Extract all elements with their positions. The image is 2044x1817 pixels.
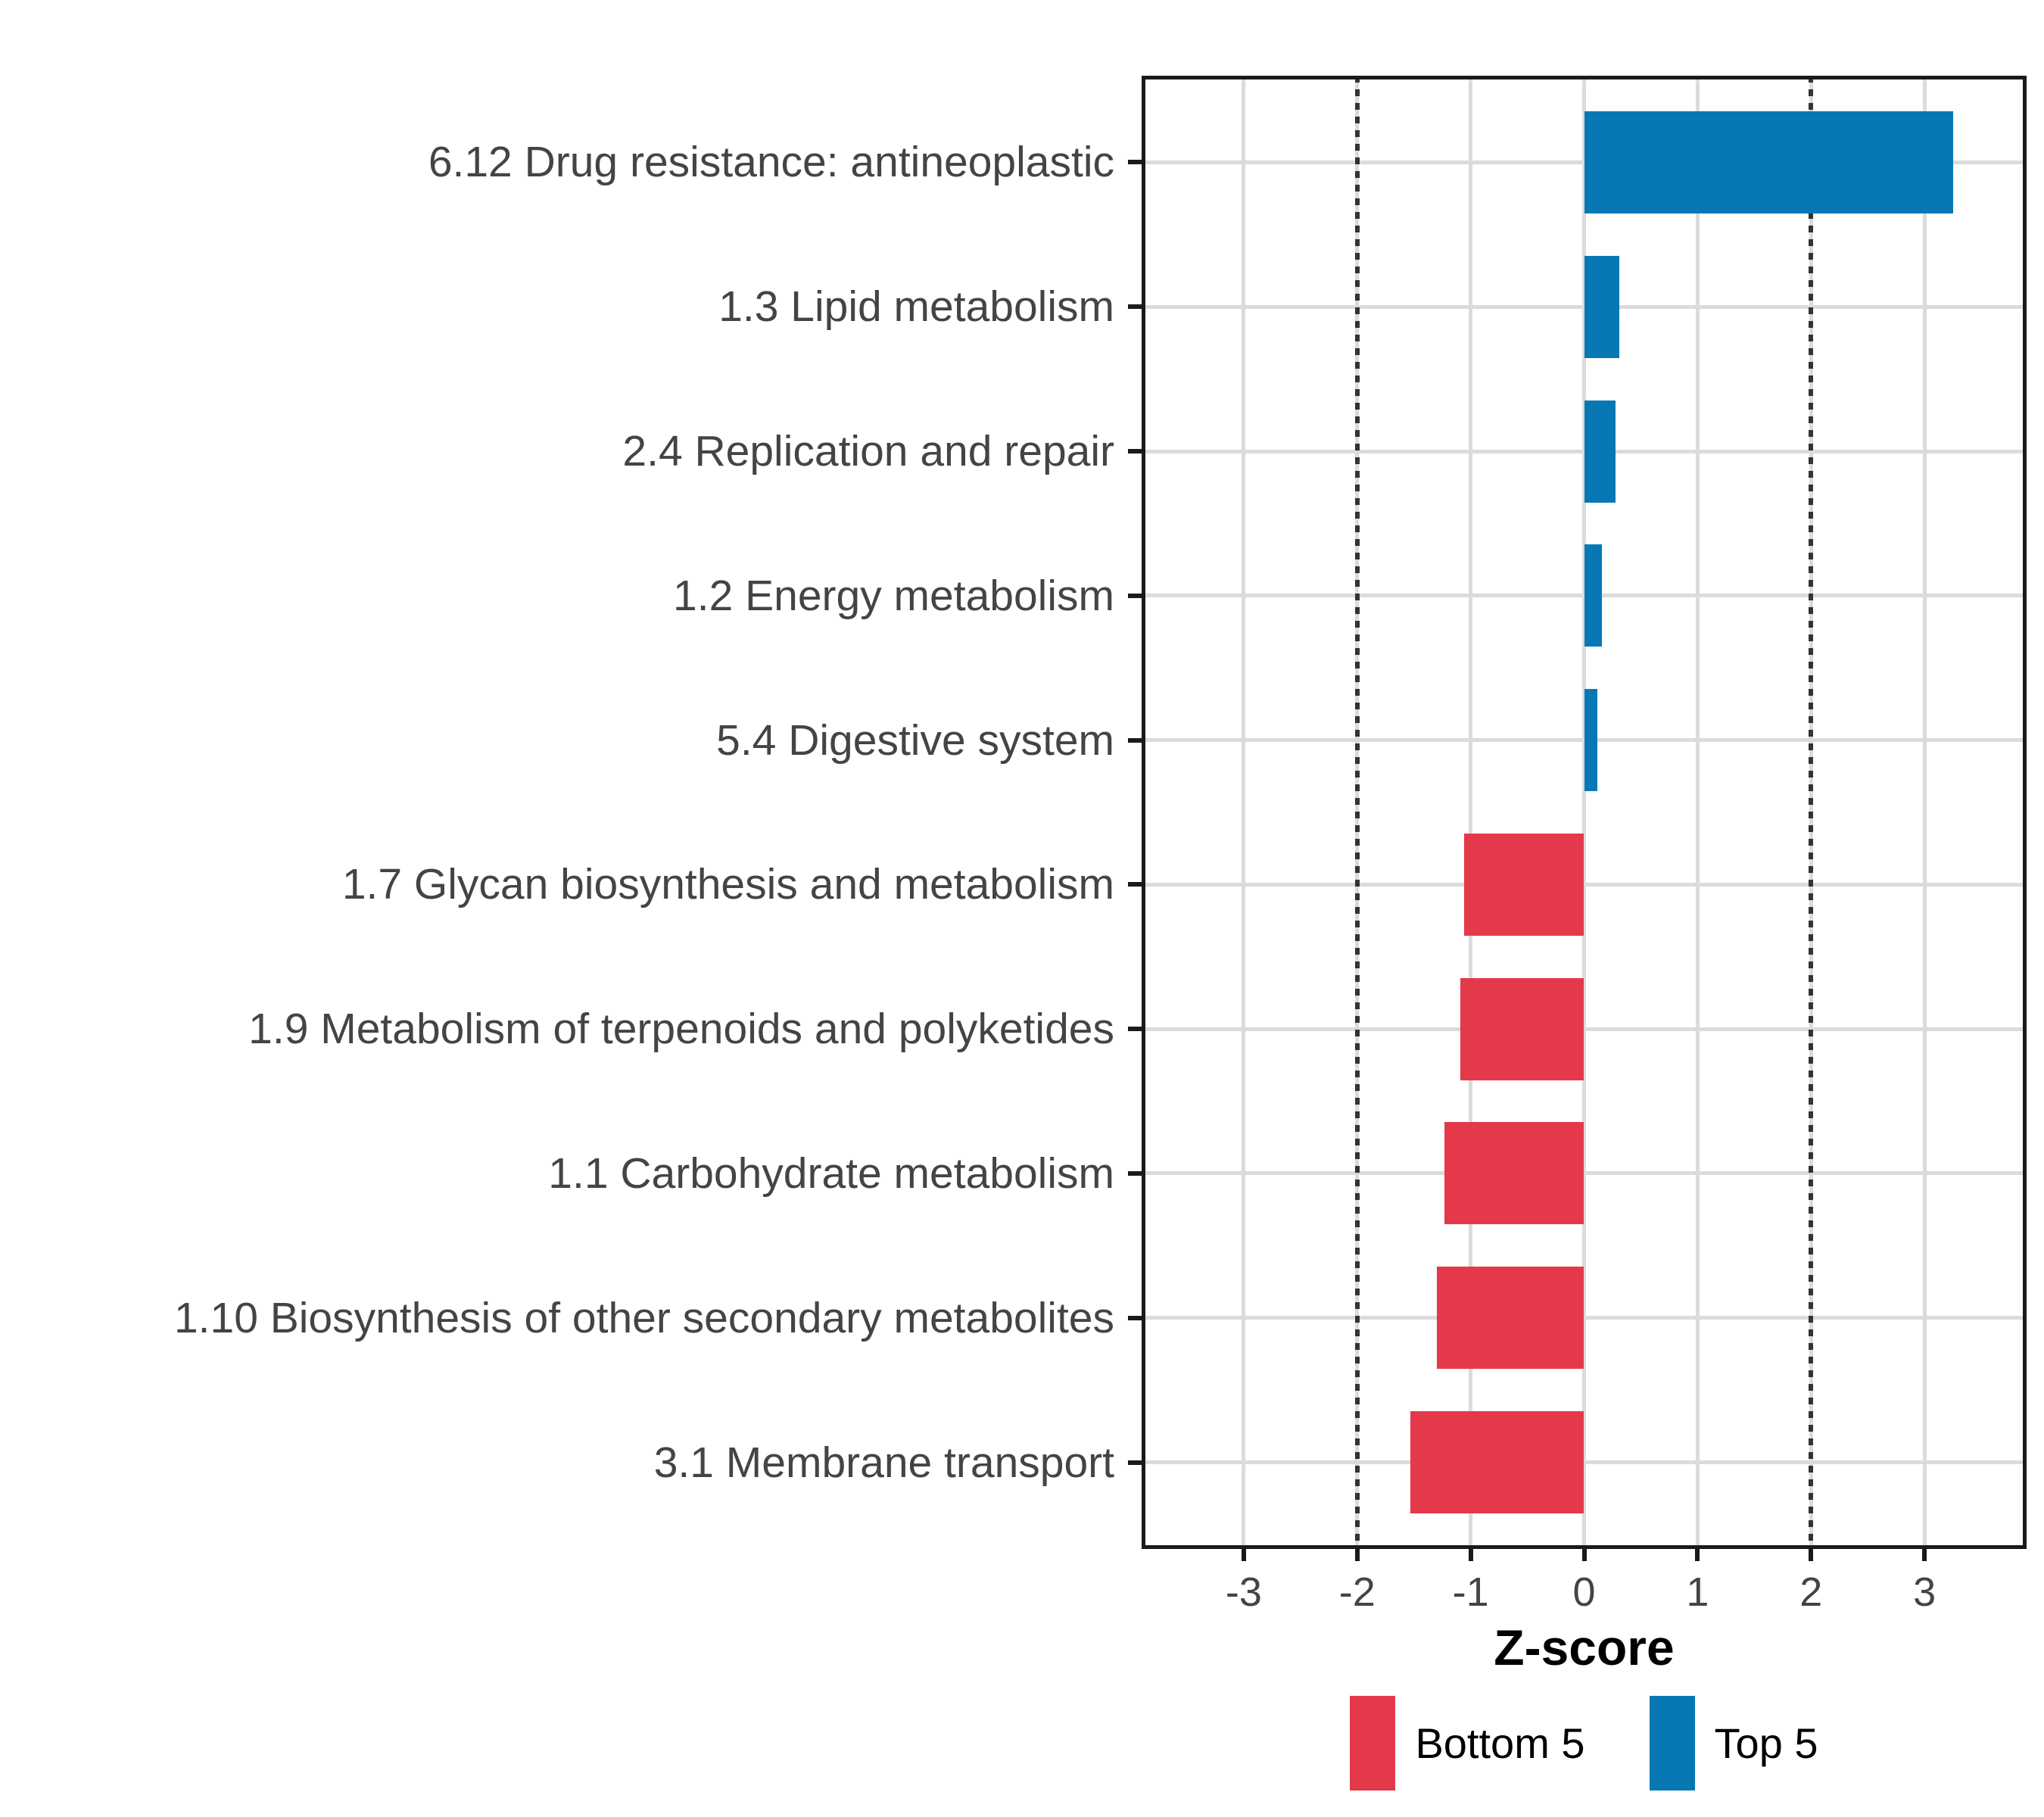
y-axis-label: 1.10 Biosynthesis of other secondary met… [173, 1293, 1114, 1342]
y-tick [1128, 1170, 1142, 1176]
y-tick [1128, 1027, 1142, 1032]
y-axis-label: 1.3 Lipid metabolism [718, 282, 1114, 332]
bar [1584, 689, 1598, 792]
gridline-vertical [1469, 76, 1473, 1549]
x-tick-label: 0 [1572, 1569, 1596, 1615]
legend-key [1649, 1695, 1695, 1791]
x-tick-label: -1 [1452, 1569, 1489, 1615]
gridline-vertical [1242, 76, 1246, 1549]
y-tick [1128, 1460, 1142, 1465]
y-axis-label: 1.7 Glycan biosynthesis and metabolism [341, 860, 1114, 909]
x-axis-title: Z-score [1494, 1619, 1675, 1675]
bar [1444, 1122, 1584, 1225]
legend-label: Bottom 5 [1415, 1719, 1585, 1767]
x-tick [1581, 1549, 1587, 1561]
legend-key [1350, 1695, 1396, 1791]
x-tick-label: -3 [1225, 1569, 1262, 1615]
gridline-vertical [1695, 76, 1700, 1549]
x-tick [1354, 1549, 1360, 1561]
x-tick-label: 3 [1913, 1569, 1937, 1615]
gridline-vertical [1922, 76, 1927, 1549]
bar [1584, 255, 1619, 358]
x-tick [1809, 1549, 1814, 1561]
reference-line [1809, 76, 1814, 1549]
y-tick [1128, 882, 1142, 887]
x-tick-label: 2 [1799, 1569, 1823, 1615]
reference-line [1354, 76, 1360, 1549]
y-axis-label: 5.4 Digestive system [716, 715, 1114, 765]
bar [1410, 1411, 1584, 1514]
y-tick [1128, 449, 1142, 454]
y-axis-label: 1.9 Metabolism of terpenoids and polyket… [248, 1005, 1114, 1054]
y-axis-label: 6.12 Drug resistance: antineoplastic [428, 138, 1114, 187]
y-axis-label: 3.1 Membrane transport [653, 1438, 1114, 1487]
bar [1584, 111, 1953, 213]
bar [1436, 1267, 1584, 1370]
legend-item: Bottom 5 [1350, 1695, 1585, 1791]
legend: Bottom 5 Top 5 [1142, 1690, 2027, 1796]
bar [1584, 544, 1603, 647]
y-axis-label: 1.2 Energy metabolism [673, 571, 1114, 620]
x-tick-label: 1 [1686, 1569, 1709, 1615]
x-tick [1695, 1549, 1700, 1561]
y-tick [1128, 304, 1142, 310]
y-axis-label: 1.1 Carbohydrate metabolism [548, 1148, 1114, 1198]
x-tick [1468, 1549, 1473, 1561]
y-axis-label: 2.4 Replication and repair [622, 427, 1114, 476]
y-tick [1128, 1315, 1142, 1320]
y-tick [1128, 160, 1142, 165]
legend-label: Top 5 [1714, 1719, 1818, 1767]
legend-item: Top 5 [1649, 1695, 1818, 1791]
y-tick [1128, 593, 1142, 598]
bar [1463, 833, 1584, 936]
x-tick [1922, 1549, 1927, 1561]
bar [1584, 400, 1616, 503]
bar [1460, 977, 1584, 1080]
gridline-vertical [1582, 76, 1586, 1549]
x-tick [1241, 1549, 1246, 1561]
x-tick-label: -2 [1338, 1569, 1376, 1615]
y-tick [1128, 737, 1142, 743]
